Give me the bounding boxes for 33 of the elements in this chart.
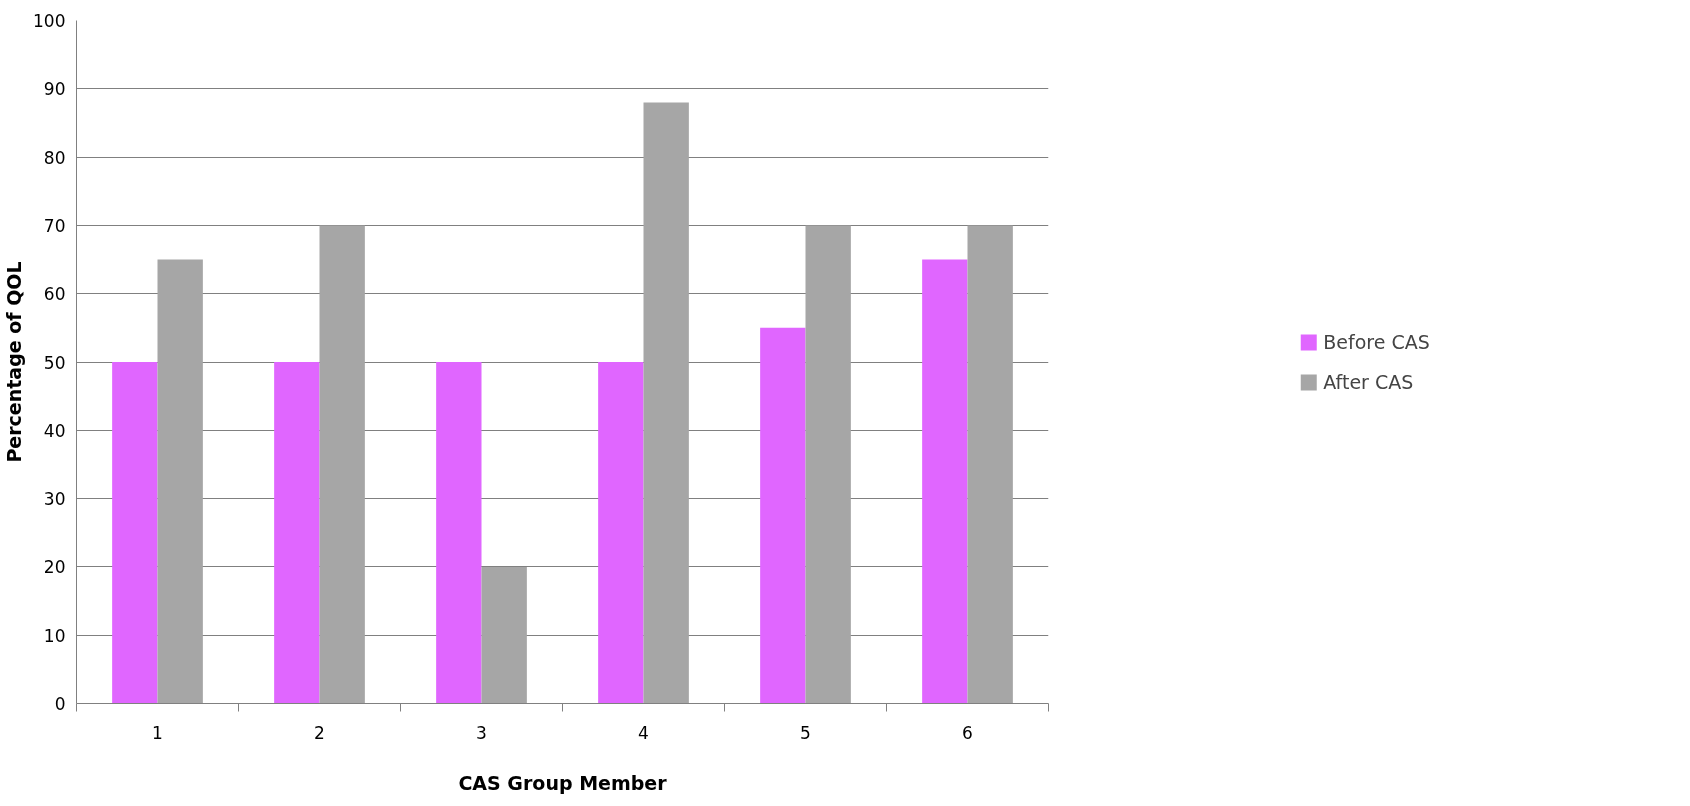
x-tick-label: 2	[314, 722, 325, 743]
legend-label: Before CAS	[1323, 330, 1430, 353]
y-tick-label: 20	[43, 557, 66, 578]
y-tick-label: 50	[43, 352, 66, 373]
bar	[967, 225, 1013, 704]
y-tick-label: 0	[54, 694, 66, 714]
x-tick-label: 4	[638, 722, 649, 743]
y-tick-label: 40	[43, 420, 66, 441]
y-tick-label: 70	[43, 215, 66, 236]
legend-label: After CAS	[1323, 370, 1414, 393]
bar	[319, 225, 365, 704]
bar	[481, 566, 527, 704]
y-tick-label: 10	[43, 625, 66, 646]
bar	[643, 102, 689, 704]
x-tick-label: 3	[476, 722, 487, 743]
y-tick-label: 100	[33, 11, 66, 31]
bar	[274, 362, 320, 704]
bar	[157, 259, 203, 704]
bar	[922, 259, 968, 704]
y-tick-label: 30	[43, 489, 66, 510]
bar	[805, 225, 851, 704]
x-tick-label: 6	[962, 722, 973, 743]
bar	[436, 362, 482, 704]
x-axis-title: CAS Group Member	[458, 771, 668, 794]
y-axis-title: Percentage of QOL	[3, 261, 26, 463]
x-tick-label: 5	[800, 722, 811, 743]
y-tick-label: 80	[43, 147, 66, 168]
bar	[598, 362, 644, 704]
bar	[112, 362, 158, 704]
x-tick-label: 1	[152, 722, 163, 743]
y-tick-label: 60	[43, 284, 66, 305]
y-tick-label: 90	[43, 79, 66, 100]
bar	[760, 327, 806, 704]
